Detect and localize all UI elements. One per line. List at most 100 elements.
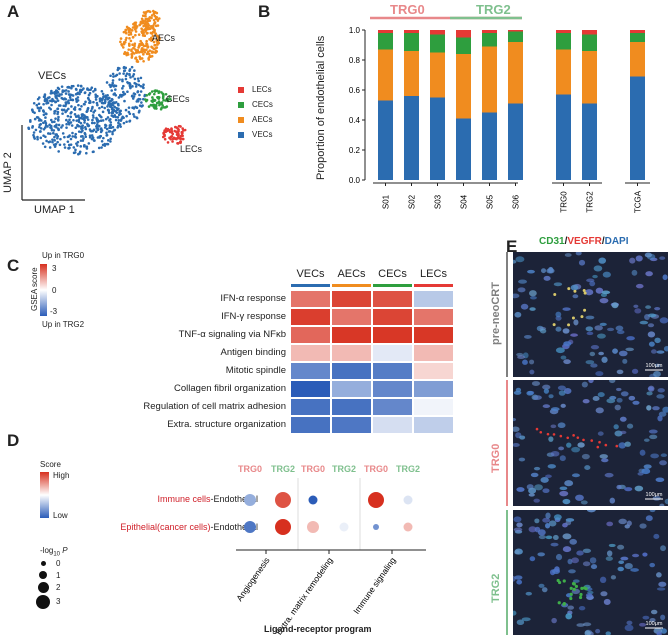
umap-point: [127, 42, 131, 46]
umap-point: [141, 85, 145, 89]
micro-nucleus: [614, 404, 621, 411]
gsea-cell: [373, 291, 412, 307]
umap-point: [96, 136, 100, 139]
micro-nucleus: [660, 453, 668, 457]
umap-point: [65, 126, 68, 129]
umap-point: [94, 93, 97, 96]
umap-point: [127, 81, 130, 85]
umap-point: [53, 112, 56, 115]
umap-point: [51, 131, 55, 135]
umap-point: [156, 24, 160, 27]
micro-nucleus: [555, 326, 562, 332]
umap-point: [173, 129, 177, 133]
umap-point: [53, 120, 56, 124]
umap-point: [140, 101, 143, 104]
umap-label-vecs: VECs: [38, 70, 67, 82]
umap-point: [101, 92, 105, 96]
gsea-cell: [332, 417, 371, 433]
umap-point: [174, 125, 177, 129]
micro-nucleus: [553, 282, 563, 287]
panel-label-a: A: [7, 2, 20, 21]
umap-point: [151, 96, 154, 99]
umap-point: [161, 95, 165, 98]
umap-point: [136, 77, 140, 80]
micro-signal: [572, 587, 576, 591]
bar-y-tick-label: 0.4: [349, 116, 361, 125]
umap-point: [74, 148, 77, 152]
micro-nucleus: [609, 380, 616, 384]
umap-point: [133, 42, 137, 45]
umap-point: [119, 125, 122, 128]
umap-point: [92, 150, 95, 153]
micro-nucleus: [559, 490, 569, 497]
gsea-cell: [414, 327, 453, 343]
umap-point: [46, 125, 49, 128]
gsea-cell: [373, 363, 412, 379]
umap-point: [152, 92, 156, 96]
micro-nucleus: [518, 279, 527, 284]
micro-signal: [556, 578, 560, 583]
umap-point: [128, 112, 132, 116]
umap-point: [137, 51, 141, 54]
umap-point: [128, 72, 131, 76]
bar-segment-cecs: [378, 33, 393, 50]
umap-point: [103, 98, 107, 102]
umap-point: [93, 121, 96, 125]
gsea-cell: [414, 309, 453, 325]
micro-nucleus: [581, 453, 590, 460]
umap-point: [92, 90, 95, 93]
micro-nucleus: [550, 542, 559, 547]
micro-nucleus: [529, 369, 535, 375]
umap-point: [133, 44, 136, 48]
umap-x-label: UMAP 1: [34, 204, 75, 216]
gsea-cell: [332, 399, 371, 415]
umap-point: [121, 87, 124, 90]
umap-point: [82, 116, 86, 120]
umap-point: [66, 140, 70, 143]
umap-point: [98, 99, 102, 103]
umap-point: [101, 143, 105, 147]
micro-nucleus: [590, 363, 598, 368]
dot-group-label: TRG2: [332, 464, 356, 474]
umap-point: [76, 124, 79, 128]
micro-nucleus: [537, 552, 545, 557]
umap-point: [134, 21, 138, 24]
umap-point: [61, 124, 64, 127]
umap-point: [38, 118, 41, 121]
micro-signal: [584, 587, 588, 591]
umap-point: [119, 112, 122, 116]
dot-marker: [275, 519, 291, 535]
bar-segment-lecs: [378, 30, 393, 33]
umap-point: [66, 135, 70, 139]
umap-point: [147, 92, 151, 96]
bar-segment-lecs: [582, 30, 597, 35]
micro-nucleus: [540, 268, 547, 274]
micro-nucleus: [538, 583, 545, 588]
umap-point: [109, 74, 112, 78]
micro-signal: [582, 438, 585, 442]
bar-segment-aecs: [456, 54, 471, 119]
micro-nucleus: [516, 579, 523, 585]
umap-point: [150, 90, 154, 93]
micro-nucleus: [585, 315, 595, 320]
micro-nucleus: [514, 575, 523, 580]
umap-point: [67, 123, 71, 126]
umap-point: [131, 97, 135, 100]
umap-point: [56, 99, 60, 102]
umap-point: [150, 51, 154, 54]
umap-point: [67, 85, 70, 89]
umap-point: [89, 109, 93, 113]
umap-point: [48, 99, 52, 103]
micro-nucleus: [533, 466, 541, 471]
micro-nucleus: [513, 516, 522, 523]
umap-point: [126, 53, 130, 56]
umap-point: [122, 72, 125, 75]
dot-marker: [341, 497, 347, 503]
umap-point: [114, 74, 117, 78]
micro-nucleus: [644, 313, 650, 320]
umap-point: [80, 105, 83, 108]
micro-nucleus: [562, 328, 570, 334]
legend-swatch-cecs: [238, 101, 244, 108]
umap-point: [99, 134, 103, 138]
micro-nucleus: [626, 620, 633, 625]
